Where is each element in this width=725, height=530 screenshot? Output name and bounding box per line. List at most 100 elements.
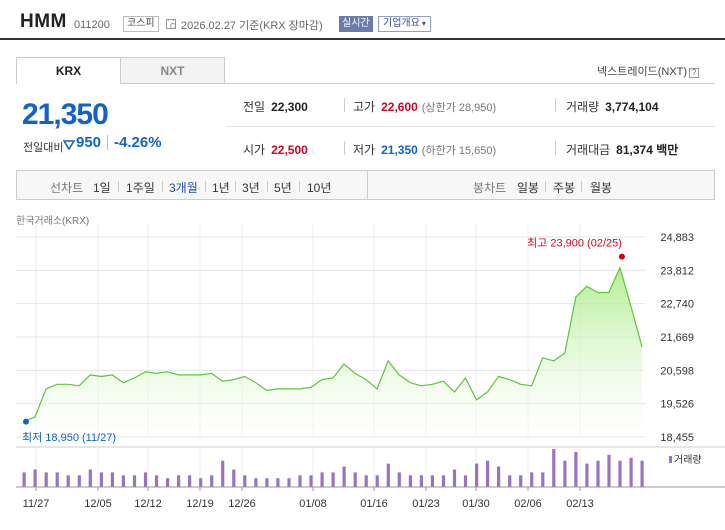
stat-separator [344,141,345,155]
period-separator [162,181,163,192]
x-tick-label: 01/16 [360,498,388,510]
volume-bar [441,475,446,487]
x-tick-label: 12/26 [228,498,256,510]
volume-bar [607,454,611,487]
current-price: 21,350 [22,98,109,131]
candle-chart-label: 봉차트 [473,181,507,195]
company-info-button[interactable]: 기업개요 ▾ [378,16,431,32]
y-axis-ticks: 24,883 23,812 22,740 21,669 20,598 19,526 18,4… [660,232,694,444]
volume-bar [265,478,269,487]
realtime-badge[interactable]: 실시간 [339,16,373,32]
tab-nxt[interactable]: NXT [120,57,225,84]
company-info-label: 기업개요 [383,18,420,29]
x-tick-label: 02/06 [514,498,542,510]
period-10y[interactable]: 10년 [307,181,332,195]
volume-bar [55,472,59,487]
volume-bar [552,449,556,487]
tab-krx[interactable]: KRX [16,57,121,84]
volume-bar [177,475,181,487]
x-tick-label: 12/05 [84,498,112,510]
change-separator [107,135,108,150]
volume-bar [188,475,192,487]
help-icon[interactable]: ? [689,68,700,78]
period-5y[interactable]: 5년 [274,181,292,195]
candle-weekly[interactable]: 주봉 [553,181,576,195]
stat-amount-value: 81,374 백만 [616,143,679,157]
volume-bar [585,463,589,487]
volume-bar [132,475,137,487]
volume-bar [143,472,148,487]
x-tick-label: 12/19 [186,498,214,510]
stat-separator [555,141,556,155]
x-tick-label: 11/27 [23,498,50,510]
stat-volume-label: 거래량 [566,100,600,114]
volume-bar [364,475,368,487]
volume-bar [530,472,534,487]
period-1y[interactable]: 1년 [212,181,230,195]
stat-high-value: 22,600 [381,100,418,114]
x-tick-label: 12/12 [134,498,162,510]
y-tick-label: 22,740 [660,299,694,311]
candle-monthly[interactable]: 월봉 [590,181,613,195]
candle-daily[interactable]: 일봉 [517,181,540,195]
y-tick-label: 18,455 [660,432,694,444]
y-tick-label: 19,526 [660,399,694,411]
stat-prev-close-value: 22,300 [271,100,308,114]
stat-high-label: 고가 [353,100,376,114]
volume-bar [463,475,468,487]
change-percent: -4.26% [114,134,162,151]
period-bar: 선차트 1일 1주일 3개월 1년 3년 5년 10년 봉차트 일봉 주봉 월봉 [16,170,715,200]
volume-bar [508,475,512,487]
volume-bar [419,475,423,487]
period-1d[interactable]: 1일 [93,181,111,195]
y-tick-label: 24,883 [660,232,694,244]
market-badge: 코스피 [123,16,159,32]
x-tick-label: 01/30 [462,498,490,510]
volume-bar [452,469,457,487]
stat-amount-label: 거래대금 [566,143,611,157]
stat-low: 저가 21,350 (하한가 15,650) [353,141,496,158]
volume-bar [276,478,280,487]
stat-lower-limit: (하한가 15,650) [421,145,497,157]
volume-bar [342,466,346,487]
stat-separator [344,98,345,112]
period-separator [235,181,236,192]
y-tick-label: 20,598 [660,365,694,377]
volume-bar [99,472,103,487]
period-separator [545,181,546,192]
period-1w[interactable]: 1주일 [126,181,155,195]
chevron-down-icon: ▾ [421,19,426,28]
stock-name: HMM [20,11,67,32]
volume-bar [386,463,390,487]
volume-bar [629,457,633,487]
nxt-link[interactable]: 넥스트레이드(NXT)? [597,63,700,79]
y-tick-label: 21,669 [660,332,694,344]
volume-bar [243,475,247,487]
stats-row-divider [226,126,715,127]
date-text: 2026.02.27 기준(KRX 장마감) [181,20,323,32]
clock-icon [166,19,176,29]
volume-bar [309,475,313,487]
stock-code: 011200 [74,19,110,31]
change-label: 전일대비 [23,142,64,154]
tab-divider [225,83,715,84]
period-separator [299,181,300,192]
volume-bar [66,475,70,487]
price-chart[interactable]: 24,883 23,812 22,740 21,669 20,598 19,526 18,4… [0,225,725,530]
volume-bar [475,463,479,487]
x-tick-label: 01/23 [412,498,440,510]
period-separator [205,181,206,192]
period-3m[interactable]: 3개월 [169,181,198,195]
stat-volume: 거래량 3,774,104 [566,98,659,115]
volume-bar [121,475,125,487]
volume-bar [221,460,225,487]
volume-bar [166,478,170,487]
volume-bar [298,475,302,487]
low-label: 최저 18,950 (11/27) [22,431,116,444]
period-3y[interactable]: 3년 [242,181,260,195]
volume-bar [408,475,412,487]
volume-legend-swatch [669,456,672,463]
change-value: 950 [76,134,102,151]
x-axis-ticks: 11/27 12/05 12/12 12/19 12/26 01/08 01/16 01/23… [23,487,594,510]
volume-bar [519,475,523,487]
